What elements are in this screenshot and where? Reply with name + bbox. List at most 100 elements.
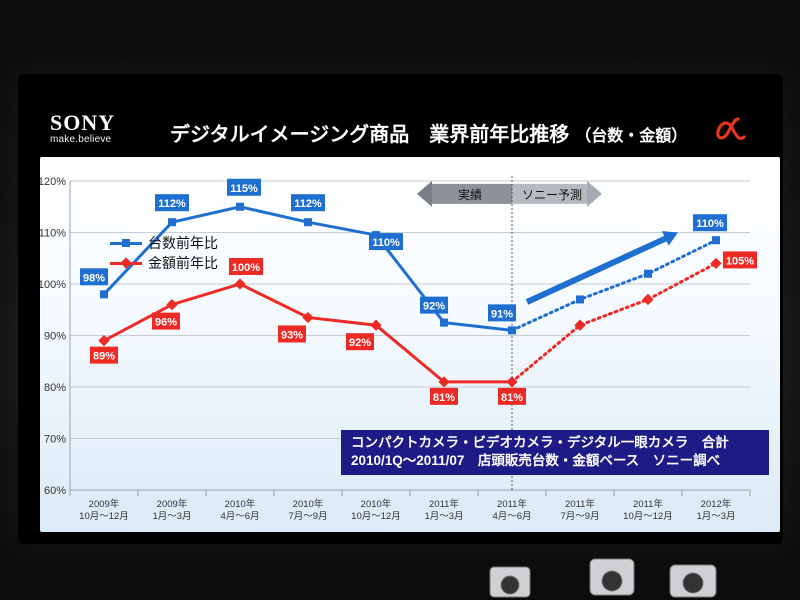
data-label: 110% <box>372 237 400 249</box>
line-chart: 60%70%80%90%100%110%120% 2009年10月～12月200… <box>40 175 757 522</box>
data-point-diamond <box>642 293 654 306</box>
data-label: 92% <box>423 301 445 313</box>
data-label-box <box>90 346 118 364</box>
data-point-square <box>236 202 244 211</box>
x-tick-label: 2009年 <box>89 498 120 510</box>
data-point-diamond <box>506 376 518 388</box>
y-tick-label: 100% <box>40 279 66 291</box>
slide-header: SONY make.believe デジタルイメージング商品 業界前年比推移 （台… <box>40 108 760 154</box>
x-tick-label: 1月～3月 <box>152 511 191 522</box>
alpha-logo-icon <box>716 117 746 141</box>
actual-label: 実績 <box>458 187 482 202</box>
x-tick-label: 2010年 <box>361 498 392 510</box>
x-tick-label: 1月～3月 <box>696 511 735 522</box>
data-label-box <box>229 258 263 275</box>
data-point-square <box>576 295 584 304</box>
brand-name: SONY <box>50 110 116 135</box>
data-point-diamond <box>234 278 246 290</box>
data-label-box <box>430 387 458 405</box>
forecast-label: ソニー予測 <box>522 188 582 202</box>
data-label-box <box>155 194 189 212</box>
slide-title: デジタルイメージング商品 業界前年比推移 （台数・金額） <box>170 118 687 147</box>
data-label-box <box>488 304 516 322</box>
x-tick-label: 2011年 <box>633 498 663 510</box>
slide-title-sub: （台数・金額） <box>575 128 688 145</box>
x-tick-label: 7月～9月 <box>560 511 599 522</box>
data-label: 105% <box>726 255 754 267</box>
data-point-square <box>440 318 448 327</box>
data-label: 110% <box>696 218 724 230</box>
data-label: 112% <box>294 198 322 210</box>
data-label-box <box>498 387 526 405</box>
legend-item-value: 金額前年比 <box>110 253 280 273</box>
x-tick-label: 2010年 <box>225 498 256 510</box>
y-tick-label: 120% <box>40 176 66 188</box>
actual-arrow-icon <box>417 180 432 207</box>
data-point-diamond <box>574 319 586 331</box>
camera-products-icon <box>489 558 717 598</box>
data-label: 89% <box>93 351 115 363</box>
x-tick-label: 2011年 <box>565 498 595 510</box>
x-tick-label: 2009年 <box>157 498 188 510</box>
data-label-box <box>152 312 180 330</box>
data-point-square <box>508 326 516 335</box>
forecast-arrow-icon <box>587 180 602 207</box>
data-point-square <box>168 218 176 227</box>
legend-square-marker-icon <box>110 238 142 248</box>
data-point-square <box>304 218 312 227</box>
data-label-box <box>693 214 727 232</box>
x-tick-label: 1月～3月 <box>424 511 463 522</box>
data-point-diamond <box>166 298 178 311</box>
data-point-diamond <box>370 319 382 331</box>
y-tick-label: 110% <box>40 228 66 240</box>
x-tick-label: 4月～6月 <box>492 511 531 522</box>
brand-tagline: make.believe <box>50 134 112 145</box>
series-line-actual <box>103 282 512 384</box>
x-tick-label: 10月～12月 <box>351 511 401 522</box>
y-tick-label: 70% <box>44 434 66 446</box>
source-note-line1: コンパクトカメラ・ビデオカメラ・デジタル一眼カメラ 合計 <box>351 435 729 450</box>
data-point-diamond <box>710 257 722 270</box>
source-note-line2: 2010/1Q～2011/07 店頭販売台数・金額ベース ソニー調べ <box>351 453 721 468</box>
x-tick-label: 10月～12月 <box>79 511 129 522</box>
chart-legend: 台数前年比 金額前年比 <box>110 233 280 273</box>
legend-item-units: 台数前年比 <box>110 233 280 253</box>
series-line-forecast <box>510 238 718 332</box>
y-tick-label: 90% <box>44 331 66 343</box>
y-tick-label: 80% <box>44 382 66 394</box>
data-label: 91% <box>491 308 513 320</box>
data-point-diamond <box>438 376 450 388</box>
data-label-box <box>291 194 325 212</box>
chart-panel: 60% 70% 80% 90% 100% 110% 120% 2009年 10月～12月 200… <box>40 157 780 532</box>
series-line-forecast <box>510 261 718 384</box>
data-label-box <box>346 333 374 351</box>
legend-diamond-marker-icon <box>110 257 142 269</box>
trend-arrow-shaft <box>525 233 672 305</box>
data-point-square <box>100 290 108 299</box>
x-tick-label: 2010年 <box>293 498 324 510</box>
data-label: 112% <box>158 198 186 210</box>
source-note: コンパクトカメラ・ビデオカメラ・デジタル一眼カメラ 合計 2010/1Q～201… <box>341 430 769 475</box>
data-label-box <box>80 268 108 286</box>
data-label: 81% <box>501 392 523 404</box>
x-tick-label: 7月～9月 <box>288 511 327 522</box>
x-tick-label: 2011年 <box>429 498 459 510</box>
legend-label-value: 金額前年比 <box>148 255 218 271</box>
data-label: 92% <box>349 337 371 349</box>
data-label: 115% <box>230 183 258 195</box>
data-point-diamond <box>302 311 314 324</box>
data-label: 100% <box>232 262 260 274</box>
data-label-box <box>369 233 403 251</box>
data-label-box <box>227 178 261 196</box>
data-point-square <box>644 269 652 278</box>
actual-arrow-body <box>432 183 512 204</box>
slide-title-main: デジタルイメージング商品 業界前年比推移 <box>170 124 570 146</box>
data-label-box <box>420 296 448 314</box>
data-point-square <box>712 236 720 245</box>
data-label: 93% <box>281 329 303 341</box>
x-tick-label: 4月～6月 <box>220 511 259 522</box>
data-label: 98% <box>83 272 105 284</box>
sony-logo: SONY make.believe <box>50 112 115 146</box>
trend-arrow-icon <box>661 231 678 246</box>
forecast-arrow-body <box>512 183 587 204</box>
